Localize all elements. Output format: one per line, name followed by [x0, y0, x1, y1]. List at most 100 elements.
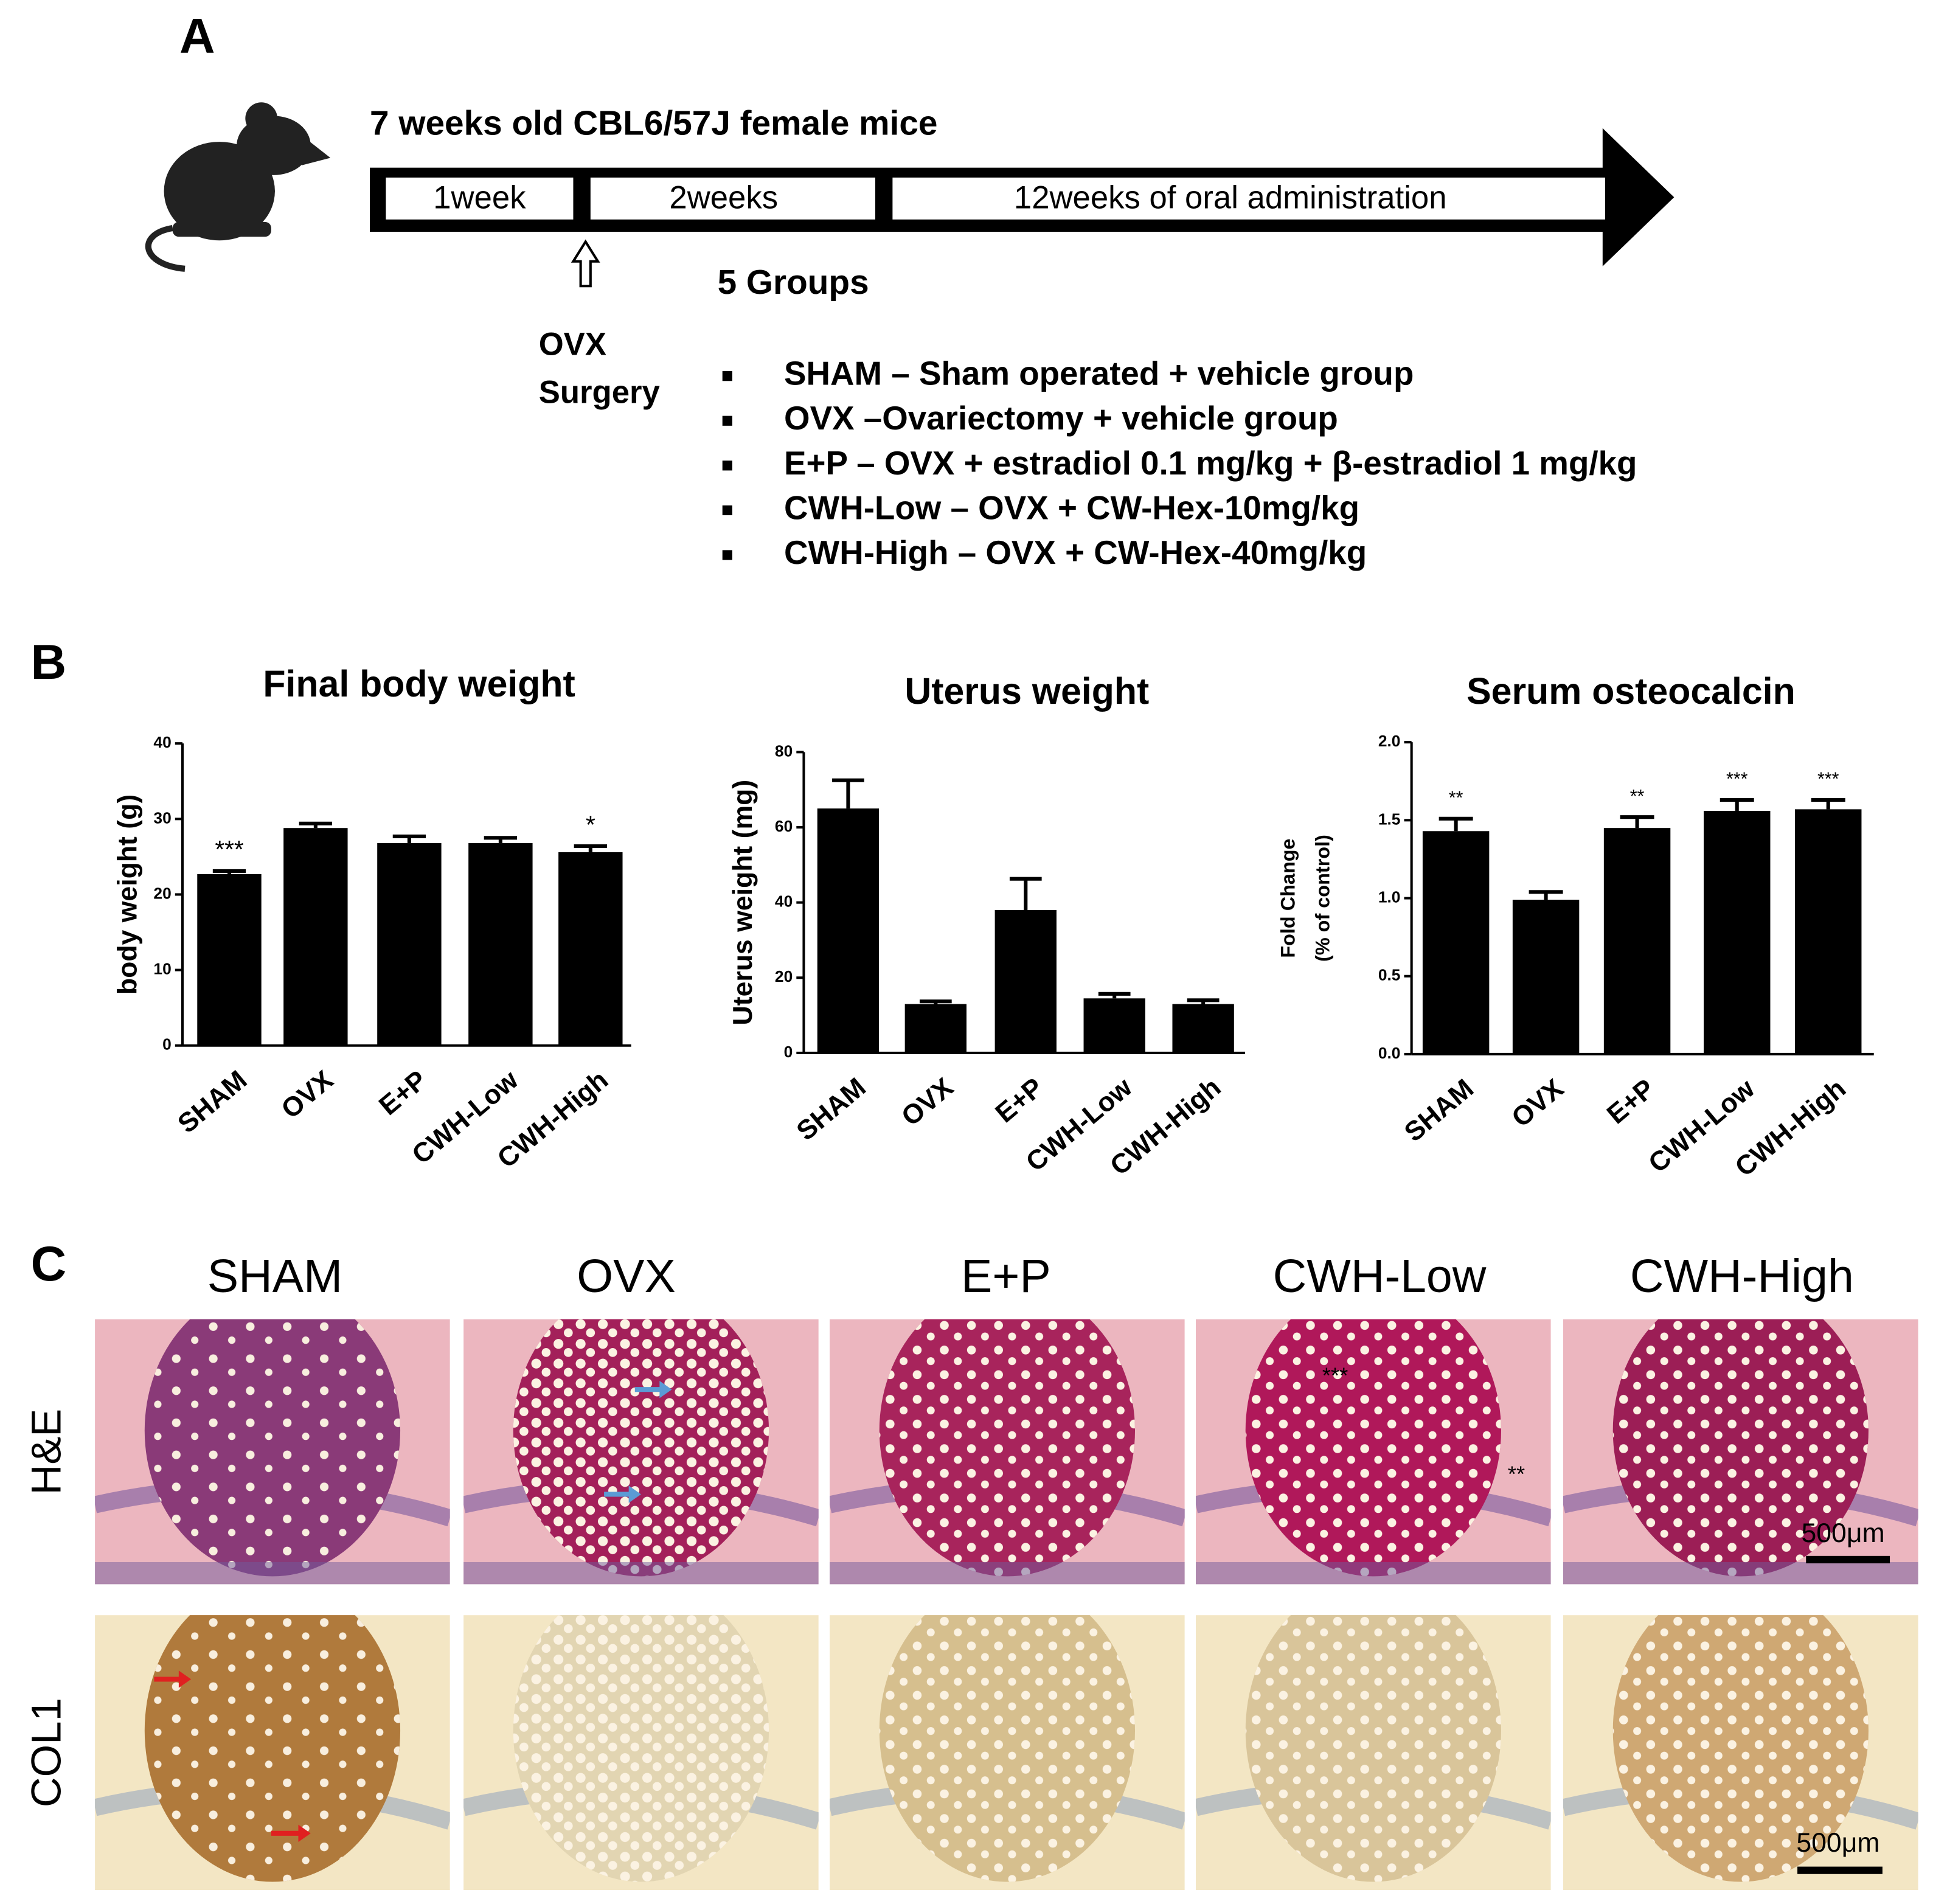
growth-plate [1563, 1562, 1918, 1585]
bar [904, 1004, 966, 1053]
x-tick-label: SHAM [791, 1072, 872, 1147]
column-label: CWH-High [1630, 1250, 1854, 1302]
y-tick-label: 1.5 [1378, 810, 1401, 828]
bar [1704, 810, 1771, 1054]
error-bar [574, 844, 607, 852]
x-tick-label: OVX [1506, 1074, 1569, 1133]
y-axis-label: Fold Change [1277, 838, 1299, 957]
error-bar [1098, 992, 1131, 999]
histology-image [1195, 1319, 1551, 1585]
y-tick-label: 2.0 [1378, 732, 1401, 750]
bar [1795, 809, 1862, 1054]
adipocytes [1245, 1615, 1501, 1882]
groups-title: 5 Groups [718, 263, 869, 302]
histology-image [95, 1319, 450, 1585]
bar [1512, 900, 1580, 1054]
significance: *** [1726, 769, 1748, 790]
x-tick-label: E+P [990, 1072, 1049, 1128]
error-bar [919, 999, 952, 1004]
bar [1422, 831, 1490, 1054]
panel-label: B [31, 635, 67, 690]
timeline-arrow [370, 128, 1674, 266]
growth-plate [463, 1562, 819, 1585]
adipocytes [879, 1319, 1135, 1577]
error-bar [1438, 816, 1473, 832]
bar [558, 852, 623, 1046]
histology-image [830, 1615, 1185, 1891]
phase-label: 12weeks of oral administration [1014, 179, 1447, 215]
y-tick-label: 30 [153, 808, 171, 827]
scale-bar-label: 500μm [1801, 1518, 1884, 1548]
error-bar [832, 778, 864, 809]
x-tick-label: OVX [896, 1072, 959, 1132]
y-tick-label: 60 [775, 817, 793, 835]
surgery-label: Surgery [539, 375, 661, 411]
column-label: E+P [961, 1250, 1051, 1302]
adipocytes [1245, 1319, 1501, 1577]
surgery-label: OVX [539, 326, 606, 362]
y-tick-label: 40 [775, 892, 793, 911]
adipocytes [1612, 1319, 1869, 1577]
x-tick-label: OVX [276, 1065, 339, 1124]
bar [468, 843, 533, 1046]
y-tick-label: 0 [784, 1043, 793, 1061]
error-bar [1187, 998, 1220, 1004]
bar [1083, 998, 1145, 1053]
growth-plate [830, 1562, 1185, 1585]
row-label: H&E [23, 1409, 69, 1495]
adipocytes [144, 1615, 400, 1882]
significance: *** [215, 835, 244, 863]
pointer-arrow [154, 1670, 192, 1688]
adipocytes [513, 1319, 769, 1577]
bullet [722, 415, 732, 426]
column-label: CWH-Low [1273, 1250, 1487, 1302]
y-axis-label: Uterus weight (mg) [728, 780, 758, 1026]
adipocytes [144, 1319, 400, 1577]
significance: *** [1817, 769, 1839, 790]
column-label: OVX [577, 1250, 676, 1302]
error-bar [299, 821, 333, 829]
histology-image [1563, 1319, 1918, 1585]
histology-image [463, 1615, 819, 1891]
error-bar [1720, 797, 1754, 811]
error-bar [1811, 797, 1845, 810]
mouse-icon [145, 102, 331, 272]
bullet [722, 550, 732, 560]
x-tick-label: E+P [1602, 1074, 1661, 1130]
y-tick-label: 20 [775, 967, 793, 985]
significance: * [586, 810, 595, 838]
adipocytes [879, 1615, 1135, 1882]
group-item: CWH-Low – OVX + CW-Hex-10mg/kg [784, 488, 1359, 526]
arrow-head [628, 1485, 641, 1503]
scale-bar-label: 500μm [1796, 1828, 1879, 1858]
y-tick-label: 10 [153, 960, 171, 978]
histology-image [1195, 1615, 1551, 1891]
y-axis-label: body weight (g) [113, 794, 143, 995]
group-item: CWH-High – OVX + CW-Hex-40mg/kg [784, 533, 1367, 571]
y-tick-label: 1.0 [1378, 888, 1401, 906]
bullet [722, 505, 732, 516]
histology-image [95, 1615, 450, 1891]
y-tick-label: 20 [153, 884, 171, 902]
x-tick-label: SHAM [172, 1065, 252, 1139]
y-tick-label: 0 [162, 1035, 172, 1054]
error-bar [484, 836, 518, 844]
histology-annotation: ** [1508, 1462, 1525, 1487]
adipocytes [1612, 1615, 1869, 1882]
group-item: SHAM – Sham operated + vehicle group [784, 355, 1414, 392]
scale-bar [1806, 1555, 1890, 1563]
phase-label: 1week [433, 179, 526, 215]
row-label: COL1 [23, 1698, 69, 1807]
column-label: SHAM [207, 1250, 342, 1302]
pointer-arrow [604, 1485, 641, 1503]
bullet [722, 460, 732, 471]
adipocytes [513, 1615, 769, 1882]
phase-label: 2weeks [669, 179, 778, 215]
pointer-arrow [271, 1824, 311, 1843]
panel-label: A [179, 9, 215, 63]
bar [377, 843, 442, 1046]
y-tick-label: 40 [153, 733, 171, 751]
error-bar [1009, 877, 1042, 910]
pointer-arrow [634, 1381, 672, 1398]
histology-image [463, 1319, 819, 1585]
